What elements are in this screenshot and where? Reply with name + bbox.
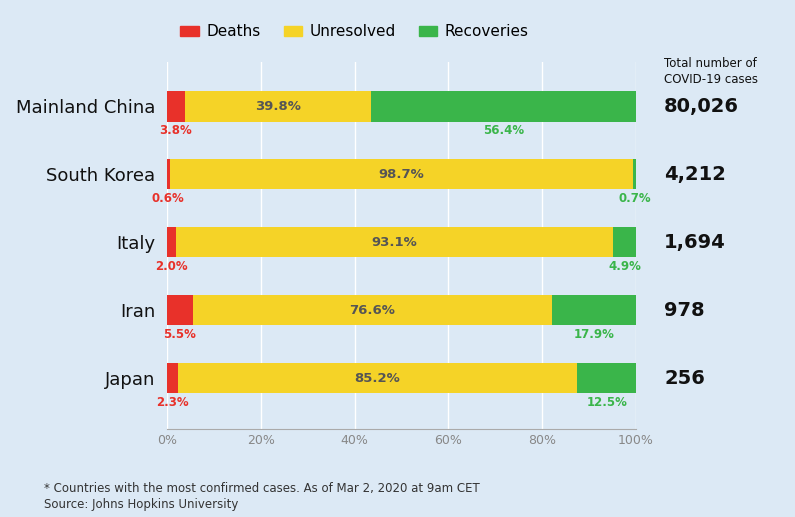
Text: 85.2%: 85.2% — [355, 372, 401, 385]
Text: 978: 978 — [664, 301, 705, 320]
Bar — [184, 91, 371, 121]
Bar — [633, 159, 636, 190]
Text: 12.5%: 12.5% — [586, 396, 627, 409]
Bar — [167, 363, 178, 393]
Bar — [167, 295, 192, 325]
Bar — [176, 227, 613, 257]
Text: 3.8%: 3.8% — [160, 124, 192, 137]
Text: 256: 256 — [664, 369, 705, 388]
Text: 2.0%: 2.0% — [155, 260, 188, 273]
Text: * Countries with the most confirmed cases. As of Mar 2, 2020 at 9am CET: * Countries with the most confirmed case… — [44, 482, 479, 495]
Text: Source: Johns Hopkins University: Source: Johns Hopkins University — [44, 498, 238, 511]
Text: 39.8%: 39.8% — [255, 100, 301, 113]
Bar — [552, 295, 636, 325]
Text: Total number of
COVID-19 cases: Total number of COVID-19 cases — [664, 57, 758, 86]
Text: 17.9%: 17.9% — [573, 328, 615, 341]
Bar — [613, 227, 636, 257]
Text: 98.7%: 98.7% — [378, 168, 424, 181]
Bar — [192, 295, 552, 325]
Text: 0.6%: 0.6% — [152, 192, 184, 205]
Bar — [170, 159, 633, 190]
Text: 1,694: 1,694 — [664, 233, 726, 252]
Bar — [167, 91, 184, 121]
Bar — [167, 159, 170, 190]
Text: 56.4%: 56.4% — [483, 124, 524, 137]
Bar — [178, 363, 577, 393]
Text: 5.5%: 5.5% — [164, 328, 196, 341]
Text: 76.6%: 76.6% — [350, 303, 395, 316]
Legend: Deaths, Unresolved, Recoveries: Deaths, Unresolved, Recoveries — [174, 18, 535, 45]
Text: 0.7%: 0.7% — [618, 192, 650, 205]
Text: 4.9%: 4.9% — [608, 260, 641, 273]
Text: 80,026: 80,026 — [664, 97, 739, 116]
Bar — [167, 227, 176, 257]
Text: 4,212: 4,212 — [664, 165, 726, 184]
Bar — [577, 363, 636, 393]
Bar — [371, 91, 636, 121]
Text: 93.1%: 93.1% — [372, 236, 417, 249]
Text: 2.3%: 2.3% — [156, 396, 188, 409]
